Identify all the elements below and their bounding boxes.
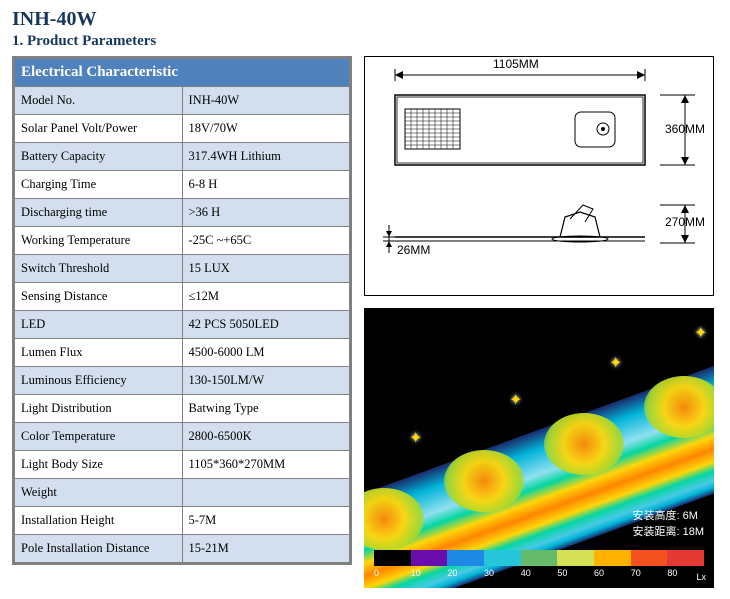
scale-cell [484,550,521,566]
dim-thickness: 26MM [397,243,430,257]
scale-label: 70 [631,568,668,578]
dim-height: 360MM [665,122,705,136]
param-value: 6-8 H [182,171,350,199]
param-value: 4500-6000 LM [182,339,350,367]
light-simulation: ✦ ✦ ✦ ✦ 安装高度: 6M 安装距离: 18M 0102030405060… [364,308,714,588]
param-label: Solar Panel Volt/Power [15,115,183,143]
param-label: Sensing Distance [15,283,183,311]
lamp-icon: ✦ [694,323,707,343]
param-value: 317.4WH Lithium [182,143,350,171]
param-value: 5-7M [182,507,350,535]
scale-label: 60 [594,568,631,578]
param-label: Charging Time [15,171,183,199]
param-value: 1105*360*270MM [182,451,350,479]
scale-cell [557,550,594,566]
table-row: LED42 PCS 5050LED [15,311,350,339]
table-row: Lumen Flux4500-6000 LM [15,339,350,367]
param-label: Weight [15,479,183,507]
scale-label: 10 [411,568,448,578]
parameters-table: Electrical Characteristic Model No.INH-4… [14,58,350,563]
dim-depth: 270MM [665,215,705,229]
table-header: Electrical Characteristic [15,59,350,87]
table-row: Light Body Size1105*360*270MM [15,451,350,479]
scale-label: 0 [374,568,411,578]
lamp-icon: ✦ [509,390,522,410]
param-label: Working Temperature [15,227,183,255]
table-row: Weight [15,479,350,507]
table-row: Working Temperature-25C ~+65C [15,227,350,255]
product-title: INH-40W [12,8,718,31]
scale-label: 30 [484,568,521,578]
param-value: 15-21M [182,535,350,563]
table-row: Battery Capacity317.4WH Lithium [15,143,350,171]
table-row: Luminous Efficiency130-150LM/W [15,367,350,395]
param-value: -25C ~+65C [182,227,350,255]
param-value: 18V/70W [182,115,350,143]
table-row: Color Temperature2800-6500K [15,423,350,451]
lamp-icon: ✦ [609,353,622,373]
scale-cell [521,550,558,566]
table-row: Sensing Distance≤12M [15,283,350,311]
table-row: Model No.INH-40W [15,87,350,115]
scale-cell [374,550,411,566]
parameters-table-container: Electrical Characteristic Model No.INH-4… [12,56,352,565]
table-row: Solar Panel Volt/Power18V/70W [15,115,350,143]
scale-cell [667,550,704,566]
param-label: Model No. [15,87,183,115]
param-label: Discharging time [15,199,183,227]
table-row: Charging Time6-8 H [15,171,350,199]
param-label: Lumen Flux [15,339,183,367]
param-label: Battery Capacity [15,143,183,171]
lamp-icon: ✦ [409,428,422,448]
dim-width: 1105MM [493,57,539,71]
scale-cell [631,550,668,566]
param-label: Color Temperature [15,423,183,451]
install-text: 安装高度: 6M 安装距离: 18M [632,509,704,540]
param-label: Light Distribution [15,395,183,423]
param-label: LED [15,311,183,339]
table-row: Light DistributionBatwing Type [15,395,350,423]
scale-unit: Lx [696,572,706,582]
scale-label: 40 [521,568,558,578]
scale-cell [594,550,631,566]
technical-drawing: 1105MM 360MM 26MM 270MM [364,56,714,296]
param-value: INH-40W [182,87,350,115]
param-label: Pole Installation Distance [15,535,183,563]
param-value: 15 LUX [182,255,350,283]
scale-label: 50 [557,568,594,578]
param-value: 42 PCS 5050LED [182,311,350,339]
param-value: ≤12M [182,283,350,311]
table-row: Pole Installation Distance15-21M [15,535,350,563]
table-row: Discharging time>36 H [15,199,350,227]
scale-cell [447,550,484,566]
lux-scale: 01020304050607080 Lx [374,550,704,582]
scale-label: 20 [447,568,484,578]
param-label: Light Body Size [15,451,183,479]
param-label: Installation Height [15,507,183,535]
param-value: Batwing Type [182,395,350,423]
param-label: Luminous Efficiency [15,367,183,395]
param-value: 130-150LM/W [182,367,350,395]
param-value: >36 H [182,199,350,227]
table-row: Installation Height5-7M [15,507,350,535]
param-label: Switch Threshold [15,255,183,283]
param-value: 2800-6500K [182,423,350,451]
param-value [182,479,350,507]
section-subtitle: 1. Product Parameters [12,33,718,50]
table-row: Switch Threshold15 LUX [15,255,350,283]
scale-cell [411,550,448,566]
